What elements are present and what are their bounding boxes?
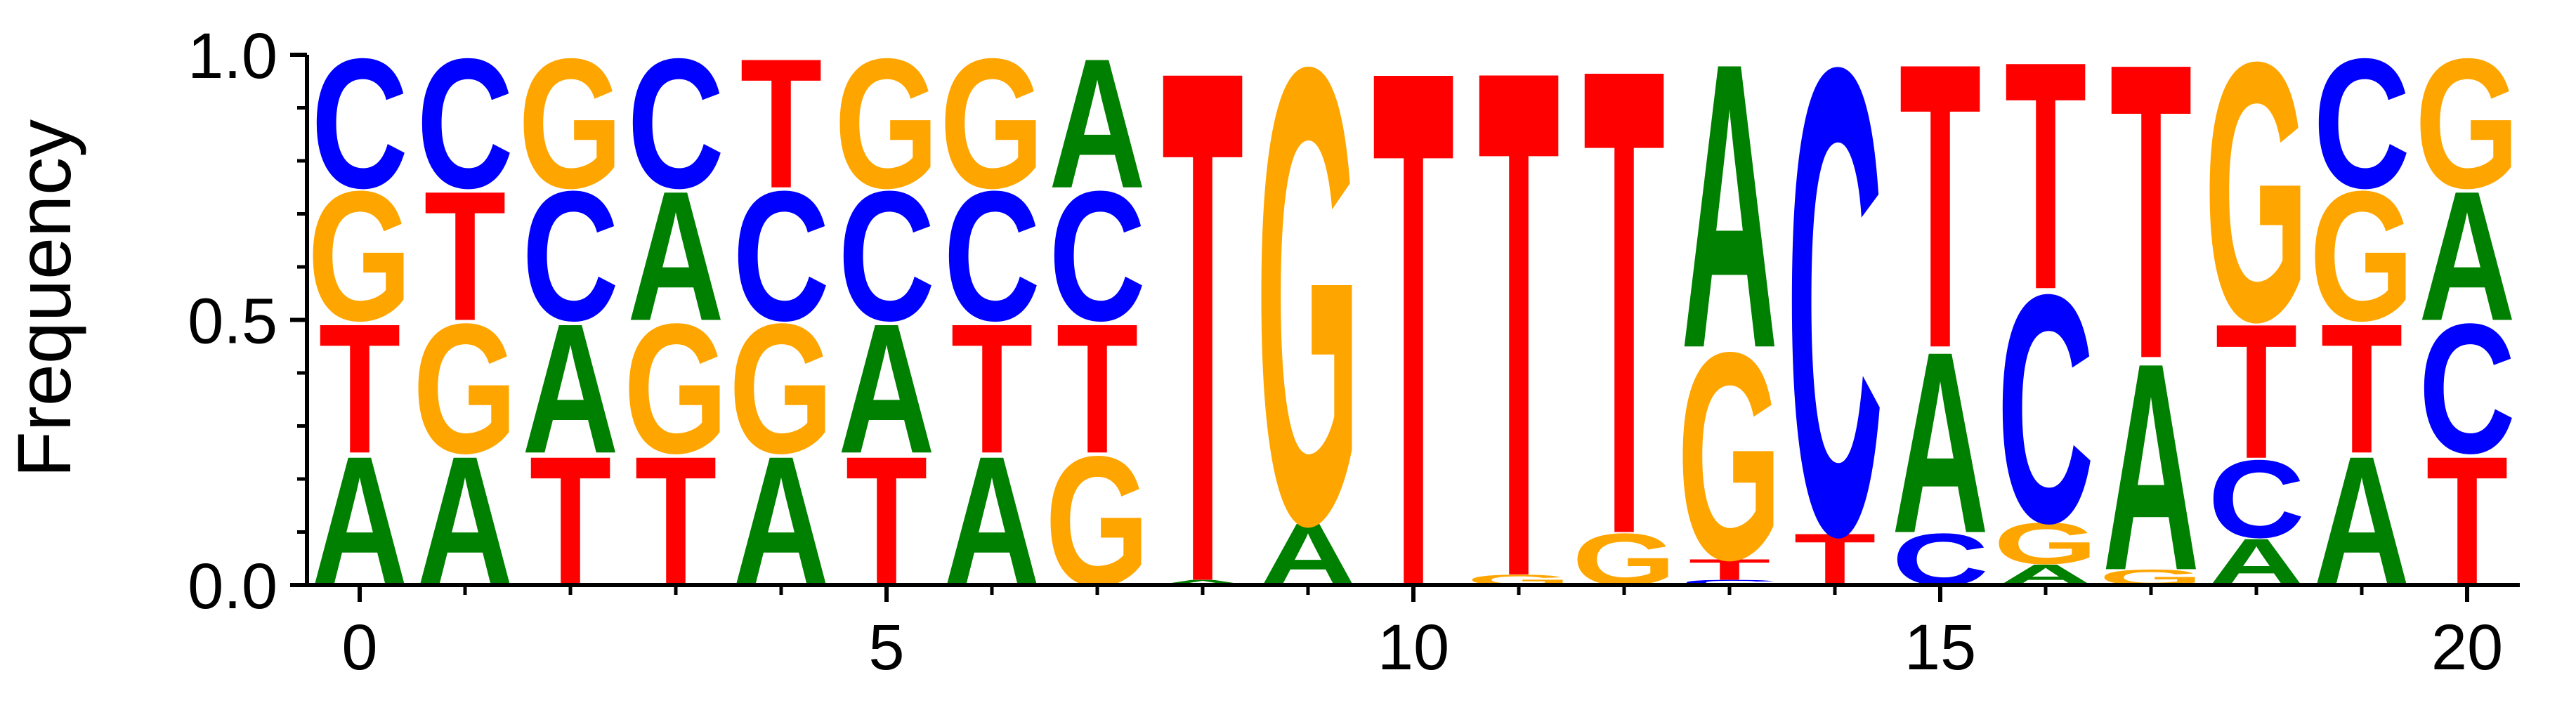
logo-letter-G-pos19: G: [2310, 152, 2414, 359]
logo-letter-T-pos12: T: [1583, 0, 1666, 674]
logo-letter-C-pos0: C: [311, 20, 408, 227]
y-tick-label: 1.0: [188, 20, 277, 92]
logo-letter-G-pos18: G: [2204, 0, 2309, 398]
logo-letter-G-pos4: G: [729, 285, 834, 492]
logo-letter-T-pos1: T: [424, 152, 506, 359]
y-tick-label: 0.0: [188, 551, 277, 622]
logo-letter-C-pos5: C: [838, 152, 935, 359]
logo-letter-A-pos8: A: [1154, 578, 1251, 586]
logo-letter-C-pos19: C: [2313, 20, 2410, 227]
logo-letter-T-pos0: T: [319, 285, 401, 492]
logo-letter-C-pos13: C: [1681, 578, 1778, 586]
logo-letter-T-pos15: T: [1900, 0, 1982, 433]
logo-letter-T-pos4: T: [740, 20, 823, 227]
logo-letter-T-pos19: T: [2321, 285, 2403, 492]
logo-letter-C-pos18: C: [2208, 438, 2305, 562]
logo-letter-T-pos18: T: [2216, 284, 2298, 499]
logo-letter-A-pos7: A: [1049, 20, 1146, 227]
logo-letter-A-pos20: A: [2419, 152, 2516, 359]
logo-letter-A-pos15: A: [1892, 298, 1989, 588]
logo-letter-C-pos1: C: [417, 20, 514, 227]
logo-letter-C-pos3: C: [627, 20, 724, 227]
logo-letter-T-pos8: T: [1162, 0, 1244, 722]
logo-letter-C-pos14: C: [1786, 0, 1883, 674]
logo-letter-T-pos11: T: [1478, 0, 1560, 722]
x-tick-label: 5: [868, 612, 904, 683]
logo-letter-T-pos17: T: [2110, 0, 2192, 447]
x-tick-label: 0: [341, 612, 377, 683]
logo-letter-A-pos13: A: [1681, 0, 1778, 433]
logo-letter-G-pos2: G: [518, 20, 623, 227]
logo-letter-G-pos5: G: [835, 20, 939, 227]
logo-letter-C-pos4: C: [733, 152, 830, 359]
logo-letter-C-pos20: C: [2419, 285, 2516, 492]
logo-letter-A-pos2: A: [522, 285, 619, 492]
logo-letter-G-pos3: G: [624, 285, 728, 492]
x-tick-label: 20: [2431, 612, 2503, 683]
y-axis-label: Frequency: [1, 119, 86, 478]
logo-letter-T-pos13: T: [1689, 553, 1771, 586]
logo-letter-G-pos0: G: [308, 152, 412, 359]
logo-letter-A-pos17: A: [2103, 302, 2199, 632]
logo-letter-C-pos16: C: [1997, 228, 2094, 591]
logo-letter-G-pos1: G: [413, 285, 518, 492]
logo-letter-G-pos20: G: [2415, 20, 2520, 227]
logo-letter-T-pos7: T: [1057, 285, 1139, 492]
logo-letter-G-pos6: G: [940, 20, 1045, 227]
axes: 0.0 0.5 1.0 0 5 10 15 20: [188, 20, 2520, 683]
logo-letter-T-pos16: T: [2005, 0, 2087, 358]
logo-letter-G-pos13: G: [1678, 291, 1782, 622]
logo-letter-G-pos16: G: [1994, 511, 2098, 577]
logo-letter-C-pos2: C: [522, 152, 619, 359]
logo-letter-A-pos3: A: [627, 152, 724, 359]
x-tick-label: 10: [1378, 612, 1449, 683]
logo-letter-T-pos6: T: [951, 285, 1033, 492]
x-tick-label: 15: [1904, 612, 1976, 683]
logo-letter-A-pos5: A: [838, 285, 935, 492]
logo-letter-C-pos7: C: [1049, 152, 1146, 359]
logo-letter-C-pos6: C: [943, 152, 1040, 359]
logo-letter-G-pos9: G: [1256, 0, 1361, 659]
y-tick-label: 0.5: [188, 286, 277, 357]
